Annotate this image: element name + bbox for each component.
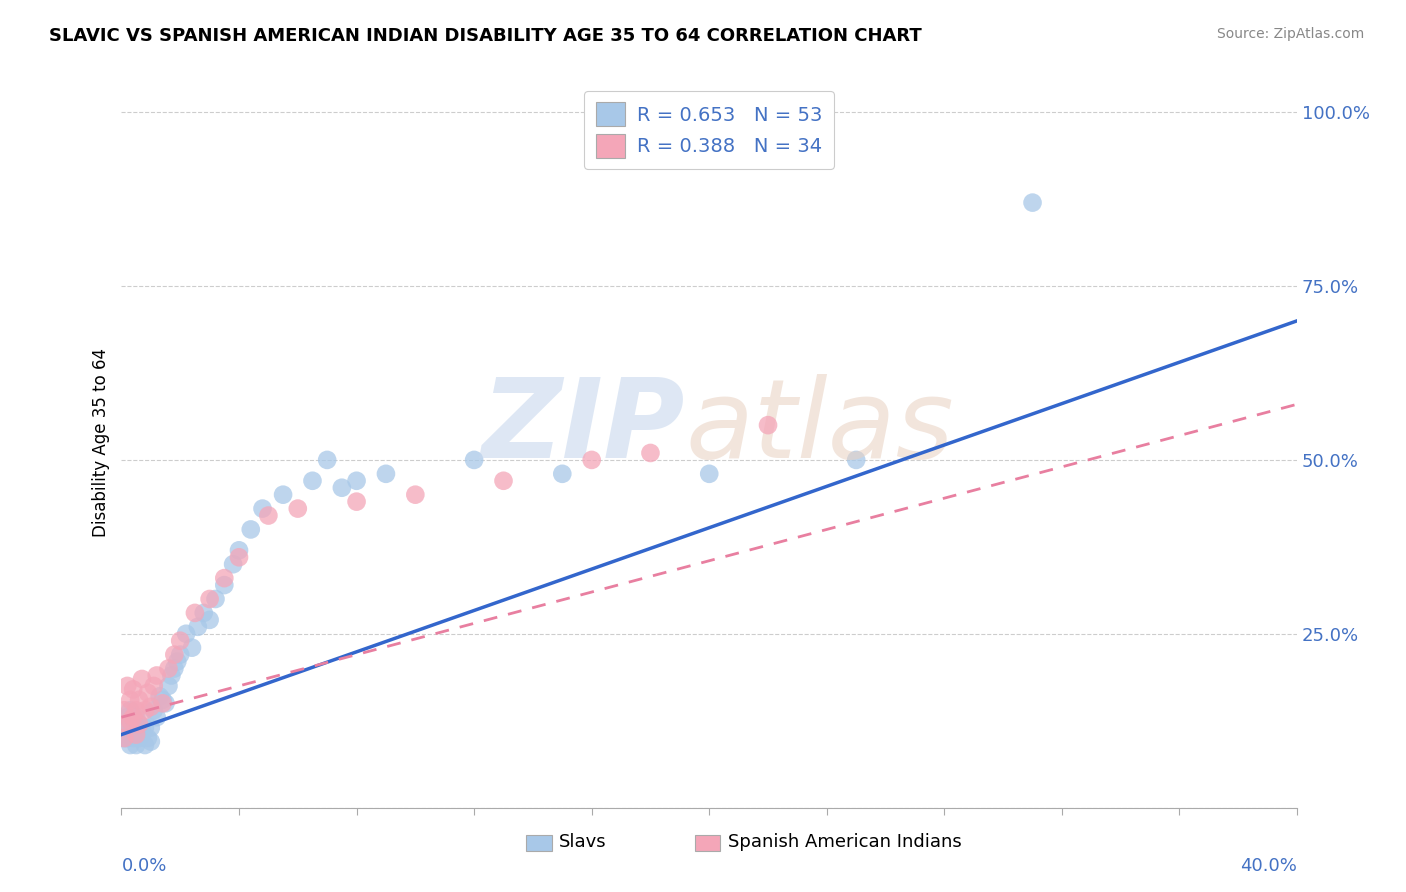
Point (404, 488, 426, 502)
Point (346, 494, 368, 508)
Point (131, 728, 153, 742)
Point (120, 693, 142, 707)
Point (125, 738, 148, 752)
Point (139, 734, 162, 748)
Point (239, 523, 262, 537)
Point (120, 703, 142, 717)
Point (117, 679, 139, 693)
Point (181, 640, 204, 655)
Point (157, 661, 180, 675)
Point (166, 655, 188, 669)
Point (145, 710, 167, 724)
Point (375, 467, 398, 481)
Point (117, 731, 139, 745)
Point (112, 703, 135, 717)
Text: atlas: atlas (686, 375, 955, 482)
Point (125, 703, 148, 717)
Y-axis label: Disability Age 35 to 64: Disability Age 35 to 64 (93, 348, 110, 537)
Point (157, 679, 180, 693)
Point (112, 731, 135, 745)
Point (330, 481, 353, 495)
Point (128, 717, 150, 731)
Point (169, 648, 191, 662)
Point (131, 724, 153, 739)
Point (128, 717, 150, 731)
Point (122, 710, 145, 724)
Point (117, 717, 139, 731)
Point (187, 620, 209, 634)
Point (152, 693, 174, 707)
Point (139, 721, 162, 735)
Point (149, 690, 172, 704)
Point (155, 696, 177, 710)
Point (184, 606, 207, 620)
Point (112, 717, 135, 731)
Point (120, 714, 142, 728)
Point (160, 668, 183, 682)
Point (756, 418, 779, 433)
Point (122, 710, 145, 724)
Point (551, 467, 574, 481)
Text: Spanish American Indians: Spanish American Indians (727, 833, 962, 851)
Point (287, 501, 309, 516)
Point (139, 699, 162, 714)
Point (117, 710, 139, 724)
Point (122, 682, 145, 697)
Point (214, 578, 236, 592)
Point (640, 446, 662, 460)
Point (120, 724, 142, 739)
Text: Slavs: Slavs (558, 833, 606, 851)
Point (134, 738, 156, 752)
Point (214, 571, 236, 585)
Point (163, 661, 186, 675)
Point (581, 453, 603, 467)
Text: ZIP: ZIP (482, 375, 686, 482)
Point (152, 696, 174, 710)
Point (131, 672, 153, 686)
Point (198, 592, 221, 607)
Point (463, 453, 485, 467)
Point (193, 606, 215, 620)
Point (136, 686, 159, 700)
Legend: R = 0.653   N = 53, R = 0.388   N = 34: R = 0.653 N = 53, R = 0.388 N = 34 (585, 91, 834, 169)
Point (145, 668, 167, 682)
Point (112, 731, 135, 745)
Point (222, 558, 245, 572)
Point (125, 710, 148, 724)
Point (163, 648, 186, 662)
Point (198, 613, 221, 627)
Point (252, 501, 274, 516)
Point (316, 453, 339, 467)
Point (1021, 195, 1043, 210)
Text: Source: ZipAtlas.com: Source: ZipAtlas.com (1216, 27, 1364, 41)
Point (120, 738, 142, 752)
Point (257, 508, 280, 523)
Point (125, 721, 148, 735)
Point (142, 679, 165, 693)
Point (845, 453, 868, 467)
Point (301, 474, 323, 488)
Point (134, 703, 156, 717)
Point (492, 474, 515, 488)
Point (228, 543, 250, 558)
Point (125, 728, 148, 742)
Point (142, 703, 165, 717)
Point (128, 693, 150, 707)
Point (136, 731, 159, 745)
Point (134, 721, 156, 735)
Point (204, 592, 226, 607)
Point (697, 467, 720, 481)
Text: SLAVIC VS SPANISH AMERICAN INDIAN DISABILITY AGE 35 TO 64 CORRELATION CHART: SLAVIC VS SPANISH AMERICAN INDIAN DISABI… (49, 27, 922, 45)
Point (271, 488, 294, 502)
Point (128, 731, 150, 745)
Point (122, 731, 145, 745)
Text: 40.0%: 40.0% (1240, 856, 1298, 875)
Point (228, 550, 250, 565)
Point (174, 626, 197, 640)
Point (169, 633, 191, 648)
Text: 0.0%: 0.0% (121, 856, 167, 875)
Point (346, 474, 368, 488)
